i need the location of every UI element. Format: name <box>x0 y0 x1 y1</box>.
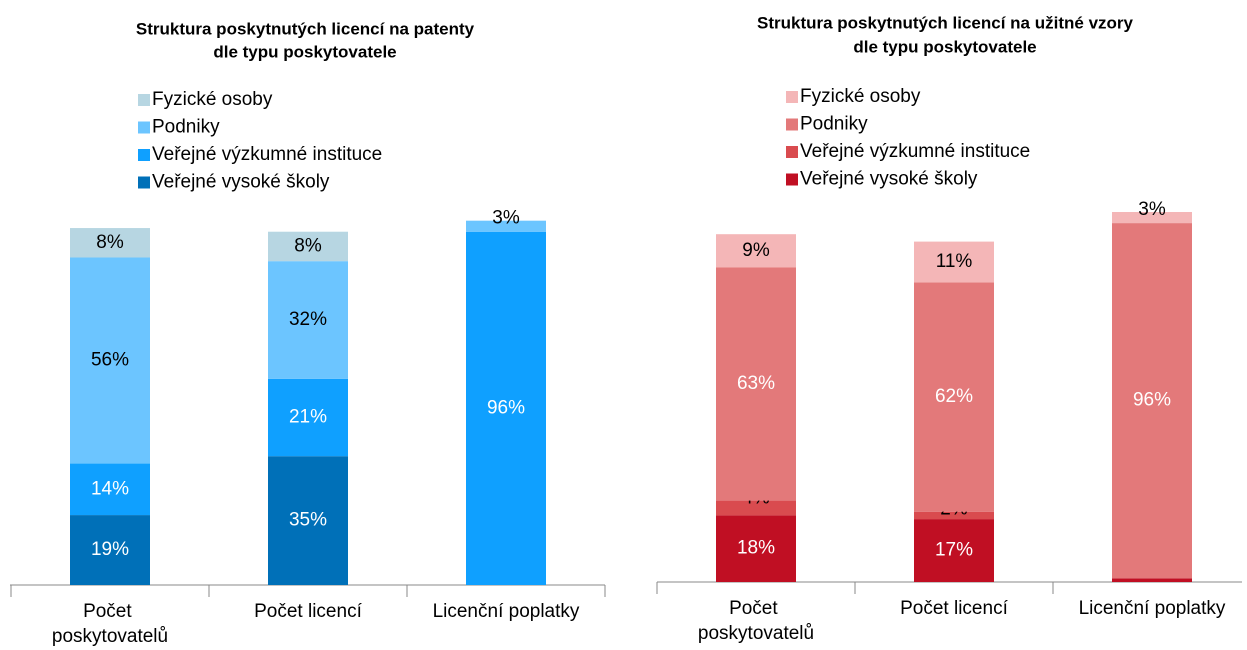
legend-label: Veřejné vysoké školy <box>152 172 330 193</box>
bar-segment <box>914 241 994 283</box>
bar-segment <box>716 267 796 501</box>
data-label: 35% <box>289 510 327 531</box>
bar-segment <box>268 231 348 262</box>
legend-label: Fyzické osoby <box>800 86 921 107</box>
legend-swatch <box>138 94 150 106</box>
data-label: 18% <box>737 538 775 559</box>
legend-label: Veřejné výzkumné instituce <box>152 144 382 165</box>
data-label: 11% <box>936 251 973 272</box>
bar-segment <box>1112 212 1192 224</box>
legend-label: Veřejné vysoké školy <box>800 169 978 190</box>
data-label: 32% <box>289 309 327 330</box>
bar-segment <box>914 511 994 520</box>
legend-swatch <box>138 149 150 161</box>
legend-swatch <box>138 121 150 134</box>
legend-swatch <box>786 173 798 186</box>
data-label: 3% <box>1138 199 1166 220</box>
legend-label: Fyzické osoby <box>152 89 273 110</box>
data-label: 96% <box>487 397 525 418</box>
bar-segment <box>70 228 150 258</box>
bar-segment <box>466 231 546 585</box>
bar-segment <box>1112 578 1192 582</box>
bar-segment <box>914 519 994 582</box>
bar-segment <box>268 456 348 585</box>
x-tick-label: Licenční poplatky <box>1079 598 1226 619</box>
chart-title: dle typu poskytovatele <box>853 37 1036 56</box>
data-label: 9% <box>742 240 770 261</box>
chart-title: Struktura poskytnutých licencí na patent… <box>136 19 475 38</box>
bar-segment <box>70 515 150 585</box>
legend-swatch <box>786 91 798 103</box>
bar-segment <box>1112 223 1192 579</box>
legend-label: Podniky <box>152 117 220 138</box>
bar-segment <box>716 500 796 516</box>
bar-segment <box>70 257 150 464</box>
data-label: 14% <box>91 478 129 499</box>
data-label: 96% <box>1133 390 1171 411</box>
x-tick-label: Počet licencí <box>900 598 1008 619</box>
bar-segment <box>70 463 150 516</box>
data-label: 63% <box>737 373 775 394</box>
chart-title: Struktura poskytnutých licencí na užitné… <box>757 13 1134 32</box>
legend-label: Podniky <box>800 114 868 135</box>
data-label: 8% <box>96 232 124 253</box>
data-label: 19% <box>91 539 129 560</box>
data-label: 56% <box>91 350 129 371</box>
bar-segment <box>914 282 994 512</box>
data-label: 21% <box>289 407 327 428</box>
x-tick-label: Licenční poplatky <box>433 601 580 622</box>
legend-swatch <box>786 118 798 131</box>
data-label: 3% <box>492 208 520 229</box>
bar-segment <box>268 261 348 379</box>
legend-label: Veřejné výzkumné instituce <box>800 141 1030 162</box>
bar-segment <box>268 378 348 457</box>
legend-swatch <box>138 176 150 189</box>
chart-title: dle typu poskytovatele <box>213 42 396 61</box>
x-tick-label: Počet licencí <box>254 601 362 622</box>
x-tick-label: Počet poskytovatelů <box>698 598 814 644</box>
data-label: 8% <box>294 235 322 256</box>
bar-segment <box>466 220 546 232</box>
data-label: 62% <box>935 386 973 407</box>
bar-segment <box>716 515 796 582</box>
x-tick-label: Počet poskytovatelů <box>52 601 168 647</box>
legend-swatch <box>786 146 798 158</box>
bar-segment <box>716 234 796 268</box>
data-label: 17% <box>935 540 973 561</box>
